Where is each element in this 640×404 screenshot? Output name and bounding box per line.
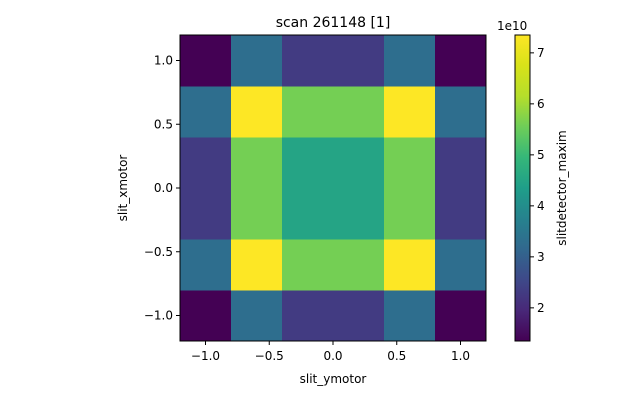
y-axis-ticks: −1.0 −0.5 0.0 0.5 1.0 (144, 54, 180, 323)
x-tick-label: 1.0 (451, 349, 470, 363)
heatmap-cell (180, 86, 232, 138)
heatmap-cell (384, 137, 436, 240)
heatmap-cell (435, 137, 487, 240)
heatmap-cells (180, 35, 487, 342)
y-tick-label: 0.0 (154, 181, 173, 195)
heatmap-cell (231, 137, 283, 240)
heatmap-cell (435, 239, 487, 291)
x-axis-ticks: −1.0 −0.5 0.0 0.5 1.0 (191, 341, 470, 363)
y-axis-label: slit_xmotor (116, 155, 130, 222)
colorbar-tick-label: 6 (537, 97, 545, 111)
heatmap-cell (384, 239, 436, 291)
colorbar-tick-label: 4 (537, 199, 545, 213)
colorbar-tick-label: 5 (537, 148, 545, 162)
colorbar-tick-label: 7 (537, 46, 545, 60)
heatmap-cell (282, 137, 385, 240)
heatmap-cell (435, 35, 487, 87)
heatmap-cell (384, 86, 436, 138)
x-tick-label: 0.0 (323, 349, 342, 363)
heatmap-cell (282, 290, 385, 342)
heatmap-cell (282, 239, 385, 291)
colorbar-tick-label: 2 (537, 301, 545, 315)
colorbar-offset: 1e10 (497, 19, 527, 33)
heatmap-cell (384, 290, 436, 342)
colorbar-label: slitdetector_maxim (555, 130, 569, 245)
colorbar (514, 34, 531, 342)
heatmap-cell (384, 35, 436, 87)
x-tick-label: −0.5 (255, 349, 284, 363)
heatmap-cell (180, 239, 232, 291)
colorbar-tick-label: 3 (537, 250, 545, 264)
heatmap-cell (282, 86, 385, 138)
heatmap-cell (282, 35, 385, 87)
heatmap-cell (231, 35, 283, 87)
y-tick-label: 1.0 (154, 54, 173, 68)
heatmap-cell (231, 86, 283, 138)
heatmap-cell (180, 137, 232, 240)
x-axis-label: slit_ymotor (300, 372, 367, 386)
heatmap-cell (180, 290, 232, 342)
y-tick-label: −0.5 (144, 245, 173, 259)
y-tick-label: 0.5 (154, 117, 173, 131)
colorbar-ticks: 2 3 4 5 6 7 (530, 46, 545, 315)
heatmap-cell (435, 86, 487, 138)
heatmap-cell (180, 35, 232, 87)
heatmap-cell (231, 290, 283, 342)
x-tick-label: −1.0 (191, 349, 220, 363)
heatmap-cell (435, 290, 487, 342)
x-tick-label: 0.5 (387, 349, 406, 363)
heatmap-cell (231, 239, 283, 291)
chart-title: scan 261148 [1] (276, 15, 391, 31)
y-tick-label: −1.0 (144, 309, 173, 323)
